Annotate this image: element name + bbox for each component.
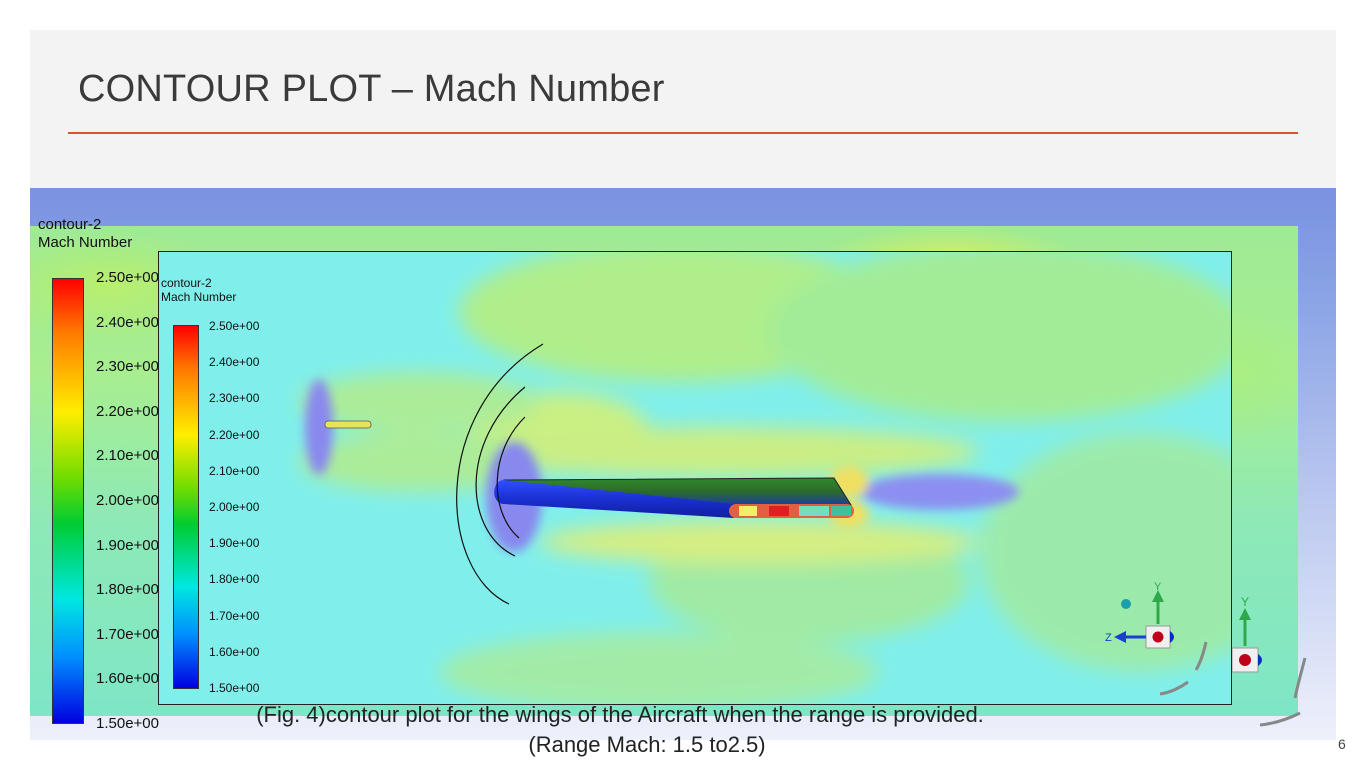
colorbar-tick-label: 2.50e+00 xyxy=(209,319,260,333)
colorbar-tick-label: 1.70e+00 xyxy=(96,625,159,643)
slide-number: 6 xyxy=(1338,736,1346,752)
title-underline xyxy=(68,132,1298,134)
colorbar-tick-label: 2.00e+00 xyxy=(209,500,260,514)
inner-variable-name: Mach Number xyxy=(161,290,237,304)
inner-colorbar xyxy=(173,325,199,689)
inner-z-axis-label: Z xyxy=(1105,632,1112,644)
colorbar-tick-label: 1.60e+00 xyxy=(209,644,260,659)
outer-y-axis-label: Y xyxy=(1241,595,1249,609)
colorbar-tick-label: 2.20e+00 xyxy=(96,402,159,420)
colorbar-tick-label: 1.80e+00 xyxy=(96,581,159,599)
rotate-arrow-icon xyxy=(1159,680,1189,696)
colorbar-tick-label: 1.60e+00 xyxy=(96,670,159,688)
colorbar-tick-label: 2.30e+00 xyxy=(96,358,159,376)
colorbar-tick-label: 2.10e+00 xyxy=(96,447,159,465)
colorbar-tick-label: 2.40e+00 xyxy=(209,355,260,370)
slide-header: CONTOUR PLOT – Mach Number xyxy=(30,30,1336,188)
colorbar-tick-label: 1.50e+00 xyxy=(209,681,260,695)
slide-title: CONTOUR PLOT – Mach Number xyxy=(78,68,665,110)
outer-variable-name: Mach Number xyxy=(38,234,133,251)
colorbar-tick-label: 1.80e+00 xyxy=(209,572,260,587)
colorbar-tick-label: 2.20e+00 xyxy=(209,427,260,442)
figure-caption-line1: (Fig. 4)contour plot for the wings of th… xyxy=(256,702,984,727)
colorbar-tick-label: 1.90e+00 xyxy=(209,536,260,551)
outer-contour-name: contour-2 xyxy=(38,216,102,233)
colorbar-tick-label: 1.50e+00 xyxy=(96,715,159,732)
figure-caption-line2: (Range Mach: 1.5 to2.5) xyxy=(528,732,766,757)
colorbar-tick-label: 2.10e+00 xyxy=(209,463,260,478)
outer-axis-triad-icon: Y xyxy=(1231,595,1307,727)
inner-contour-image: contour-2 Mach Number 2.50e+00 2.40e+00 2.… xyxy=(158,251,1232,705)
colorbar-tick-label: 2.00e+00 xyxy=(96,492,159,509)
inner-axis-triad-icon: Y Z xyxy=(1105,582,1208,696)
outer-colorbar xyxy=(52,278,84,724)
rotate-arrow-icon xyxy=(1194,641,1208,671)
colorbar-tick-label: 1.90e+00 xyxy=(96,536,159,554)
inner-y-axis-label: Y xyxy=(1154,582,1162,593)
inner-contour-field xyxy=(159,252,1231,704)
colorbar-tick-label: 1.70e+00 xyxy=(209,608,260,623)
colorbar-tick-label: 2.50e+00 xyxy=(96,269,159,286)
colorbar-tick-label: 2.40e+00 xyxy=(96,313,159,331)
colorbar-tick-label: 2.30e+00 xyxy=(209,391,260,406)
inner-contour-name: contour-2 xyxy=(161,276,212,290)
